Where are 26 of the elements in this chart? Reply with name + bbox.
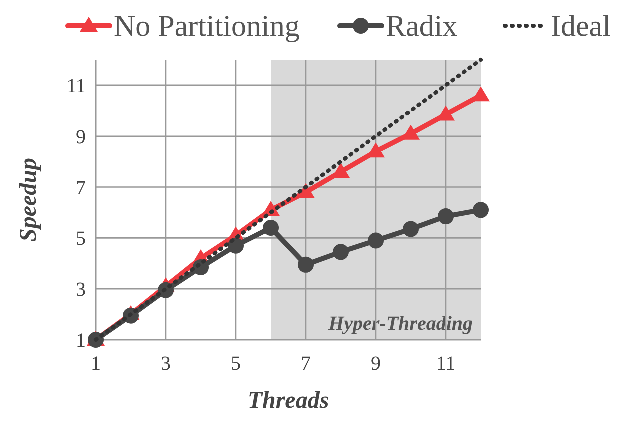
point [263, 220, 279, 236]
point [298, 256, 314, 273]
y-axis-title: Speedup [16, 158, 42, 242]
x-tick-label: 9 [371, 353, 381, 375]
point [333, 244, 349, 260]
legend-label: No Partitioning [114, 10, 300, 43]
y-tick-label: 3 [76, 279, 86, 302]
legend-label: Ideal [551, 10, 611, 43]
point [403, 221, 419, 238]
y-tick-label: 7 [76, 177, 86, 200]
x-axis-title: Threads [248, 388, 330, 414]
y-tick-label: 1 [76, 330, 86, 352]
x-tick-label: 5 [231, 353, 241, 375]
legend-label: Radix [386, 10, 458, 43]
x-tick-label: 1 [91, 353, 101, 375]
y-tick-label: 5 [76, 228, 86, 250]
x-tick-label: 7 [301, 353, 311, 375]
point [368, 232, 384, 249]
x-tick-label: 3 [161, 353, 171, 375]
y-tick-label: 9 [76, 126, 86, 148]
point [473, 202, 489, 218]
x-tick-label: 11 [436, 353, 456, 375]
y-tick-label: 11 [66, 75, 86, 98]
point [438, 208, 454, 225]
band-label: Hyper-Threading [328, 313, 473, 335]
point [402, 124, 420, 140]
